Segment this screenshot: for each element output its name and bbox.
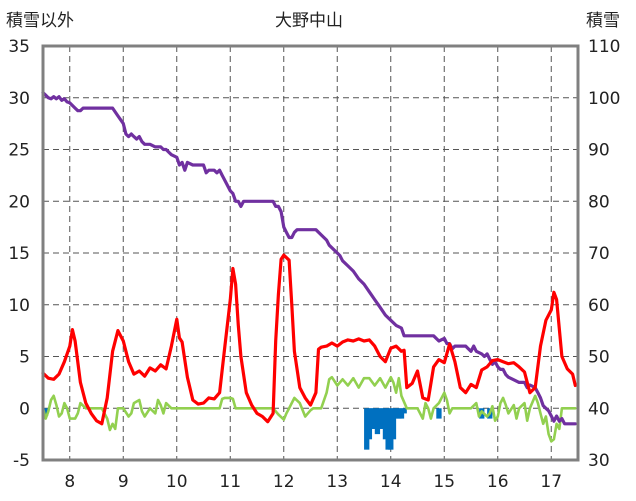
y-tick-label-left: 0 (19, 399, 30, 419)
precipitation-bar (43, 408, 49, 416)
precipitation-bar (377, 408, 383, 429)
precipitation-bar (401, 408, 407, 414)
precipitation-bar (374, 408, 381, 435)
x-tick-label: 8 (64, 472, 75, 492)
y-tick-label-right: 40 (588, 399, 610, 419)
x-tick-label: 12 (273, 472, 295, 492)
y-axis-label-left: 積雪以外 (6, 11, 74, 31)
y-tick-label-right: 30 (588, 451, 610, 471)
snow_depth-line (41, 90, 577, 426)
x-tick-label: 10 (166, 472, 188, 492)
temperature-line (41, 253, 577, 426)
precipitation-bar (380, 408, 386, 429)
x-tick-label: 13 (326, 472, 348, 492)
wind-line (41, 375, 577, 443)
y-tick-label-left: 20 (8, 192, 30, 212)
y-tick-label-left: 10 (8, 296, 30, 316)
precipitation-bar (366, 408, 373, 440)
y-tick-label-left: -5 (13, 451, 30, 471)
precipitation-bar (393, 408, 399, 419)
y-tick-label-left: 15 (8, 244, 30, 264)
chart-title: 大野中山 (275, 11, 343, 31)
x-tick-label: 9 (118, 472, 129, 492)
precipitation-bar (436, 408, 442, 419)
y-tick-label-right: 110 (588, 37, 620, 57)
y-tick-label-left: 30 (8, 89, 30, 109)
precipitation-bar (372, 408, 378, 429)
precipitation-bar (396, 408, 402, 419)
precipitation-bar (385, 408, 391, 450)
precipitation-bar (388, 408, 394, 450)
x-tick-label: 16 (487, 472, 509, 492)
y-tick-label-right: 90 (588, 141, 610, 161)
y-tick-label-right: 100 (588, 89, 620, 109)
y-axis-label-right: 積雪 (586, 11, 620, 31)
precipitation-bar (369, 408, 375, 429)
y-tick-label-right: 50 (588, 348, 610, 368)
precipitation-bar (382, 408, 389, 440)
precipitation-bar (390, 408, 397, 440)
y-tick-label-right: 80 (588, 192, 610, 212)
x-tick-label: 15 (433, 472, 455, 492)
plot-frame (41, 44, 580, 462)
x-tick-label: 14 (380, 472, 402, 492)
y-tick-label-right: 70 (588, 244, 610, 264)
precipitation-bar (398, 408, 405, 419)
y-tick-label-left: 35 (8, 37, 30, 57)
y-tick-label-right: 60 (588, 296, 610, 316)
precipitation-bar (364, 408, 370, 450)
x-tick-label: 11 (219, 472, 241, 492)
y-tick-label-left: 5 (19, 348, 30, 368)
x-tick-label: 17 (540, 472, 562, 492)
y-tick-label-left: 25 (8, 141, 30, 161)
